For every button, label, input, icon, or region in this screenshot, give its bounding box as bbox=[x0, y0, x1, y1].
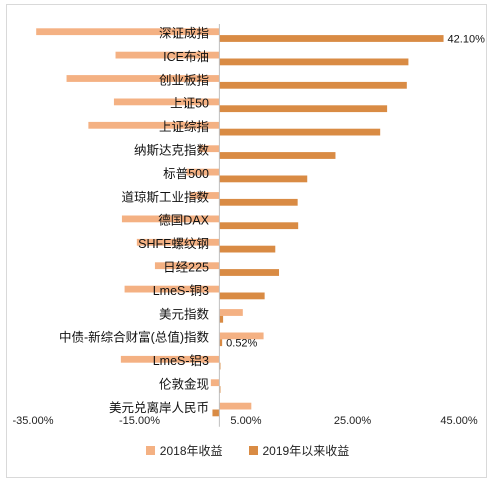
category-label: 道琼斯工业指数 bbox=[121, 189, 209, 204]
bar-2019-16 bbox=[212, 409, 220, 417]
bar-2019-8 bbox=[219, 222, 299, 230]
category-label: 美元兑离岸人民币 bbox=[109, 400, 209, 415]
x-tick-label: 25.00% bbox=[334, 415, 372, 427]
bar-2018-11 bbox=[124, 285, 220, 293]
series-2019-bars bbox=[212, 35, 444, 417]
category-label: 纳斯达克指数 bbox=[134, 143, 210, 158]
bar-2018-14 bbox=[120, 355, 220, 363]
category-label: 创业板指 bbox=[159, 72, 209, 87]
x-axis-tick-labels: -35.00% -15.00% 5.00% 25.00% 45.00% bbox=[13, 415, 478, 427]
x-tick-label: 45.00% bbox=[440, 415, 478, 427]
category-label: 伦敦金现 bbox=[159, 377, 209, 392]
bar-2019-15 bbox=[219, 386, 221, 393]
x-tick-label: 5.00% bbox=[230, 415, 261, 427]
bar-2018-0 bbox=[36, 28, 220, 36]
data-label: 42.10% bbox=[448, 34, 486, 46]
bar-2018-9 bbox=[136, 238, 220, 246]
bar-2019-1 bbox=[219, 58, 409, 66]
bar-2019-12 bbox=[219, 315, 224, 323]
bar-2019-3 bbox=[219, 105, 388, 113]
bar-2019-11 bbox=[219, 292, 265, 300]
category-label: 德国DAX bbox=[158, 213, 209, 228]
bar-2018-10 bbox=[154, 262, 220, 270]
bar-2019-9 bbox=[219, 245, 276, 253]
category-label: 美元指数 bbox=[159, 306, 210, 321]
bar-2018-12 bbox=[219, 309, 243, 316]
bar-2018-4 bbox=[88, 121, 220, 129]
legend-swatch-2019 bbox=[248, 445, 258, 455]
bar-2018-13 bbox=[219, 332, 264, 340]
category-label: 中债-新综合财富(总值)指数 bbox=[59, 330, 209, 345]
data-label: 0.52% bbox=[226, 338, 257, 350]
bar-2019-0 bbox=[219, 35, 444, 42]
category-label: 日经225 bbox=[163, 261, 209, 275]
category-label: 上证综指 bbox=[159, 119, 209, 134]
bar-2018-16 bbox=[219, 402, 252, 410]
data-labels: 42.10% 0.52% bbox=[226, 34, 485, 350]
bar-2018-2 bbox=[66, 75, 220, 82]
series-2018-bars bbox=[36, 28, 264, 410]
legend-item-2018: 2018年收益 bbox=[145, 442, 223, 459]
x-tick-label: -15.00% bbox=[119, 415, 160, 427]
bar-2018-5 bbox=[198, 145, 220, 153]
bar-2019-7 bbox=[219, 198, 298, 206]
bar-2018-15 bbox=[210, 379, 220, 387]
bar-2019-6 bbox=[219, 175, 308, 183]
x-tick-label: -35.00% bbox=[13, 415, 54, 427]
category-label: ICE布油 bbox=[163, 50, 209, 64]
bar-2019-2 bbox=[219, 81, 407, 89]
legend-label-2018: 2018年收益 bbox=[159, 443, 223, 458]
bar-2018-1 bbox=[115, 51, 220, 59]
bar-2018-3 bbox=[113, 98, 220, 106]
category-label: LmeS-铜3 bbox=[153, 283, 209, 298]
bar-2018-8 bbox=[121, 215, 220, 223]
bar-2019-4 bbox=[219, 128, 381, 136]
category-label: 深证成指 bbox=[159, 26, 209, 41]
category-label: SHFE螺纹钢 bbox=[138, 237, 209, 251]
legend: 2018年收益 2019年以来收益 bbox=[0, 439, 495, 461]
category-label: LmeS-铝3 bbox=[153, 353, 209, 368]
bar-2018-6 bbox=[186, 168, 220, 176]
bar-2019-14 bbox=[219, 362, 221, 370]
bar-2019-5 bbox=[219, 152, 336, 159]
bar-2018-7 bbox=[189, 192, 220, 199]
category-label: 上证50 bbox=[170, 97, 209, 111]
bar-2019-10 bbox=[219, 269, 280, 276]
legend-swatch-2018 bbox=[145, 445, 155, 455]
legend-item-2019: 2019年以来收益 bbox=[248, 442, 350, 459]
legend-label-2019: 2019年以来收益 bbox=[262, 443, 350, 458]
category-label: 标普500 bbox=[163, 167, 209, 181]
bar-2019-13 bbox=[219, 339, 223, 347]
